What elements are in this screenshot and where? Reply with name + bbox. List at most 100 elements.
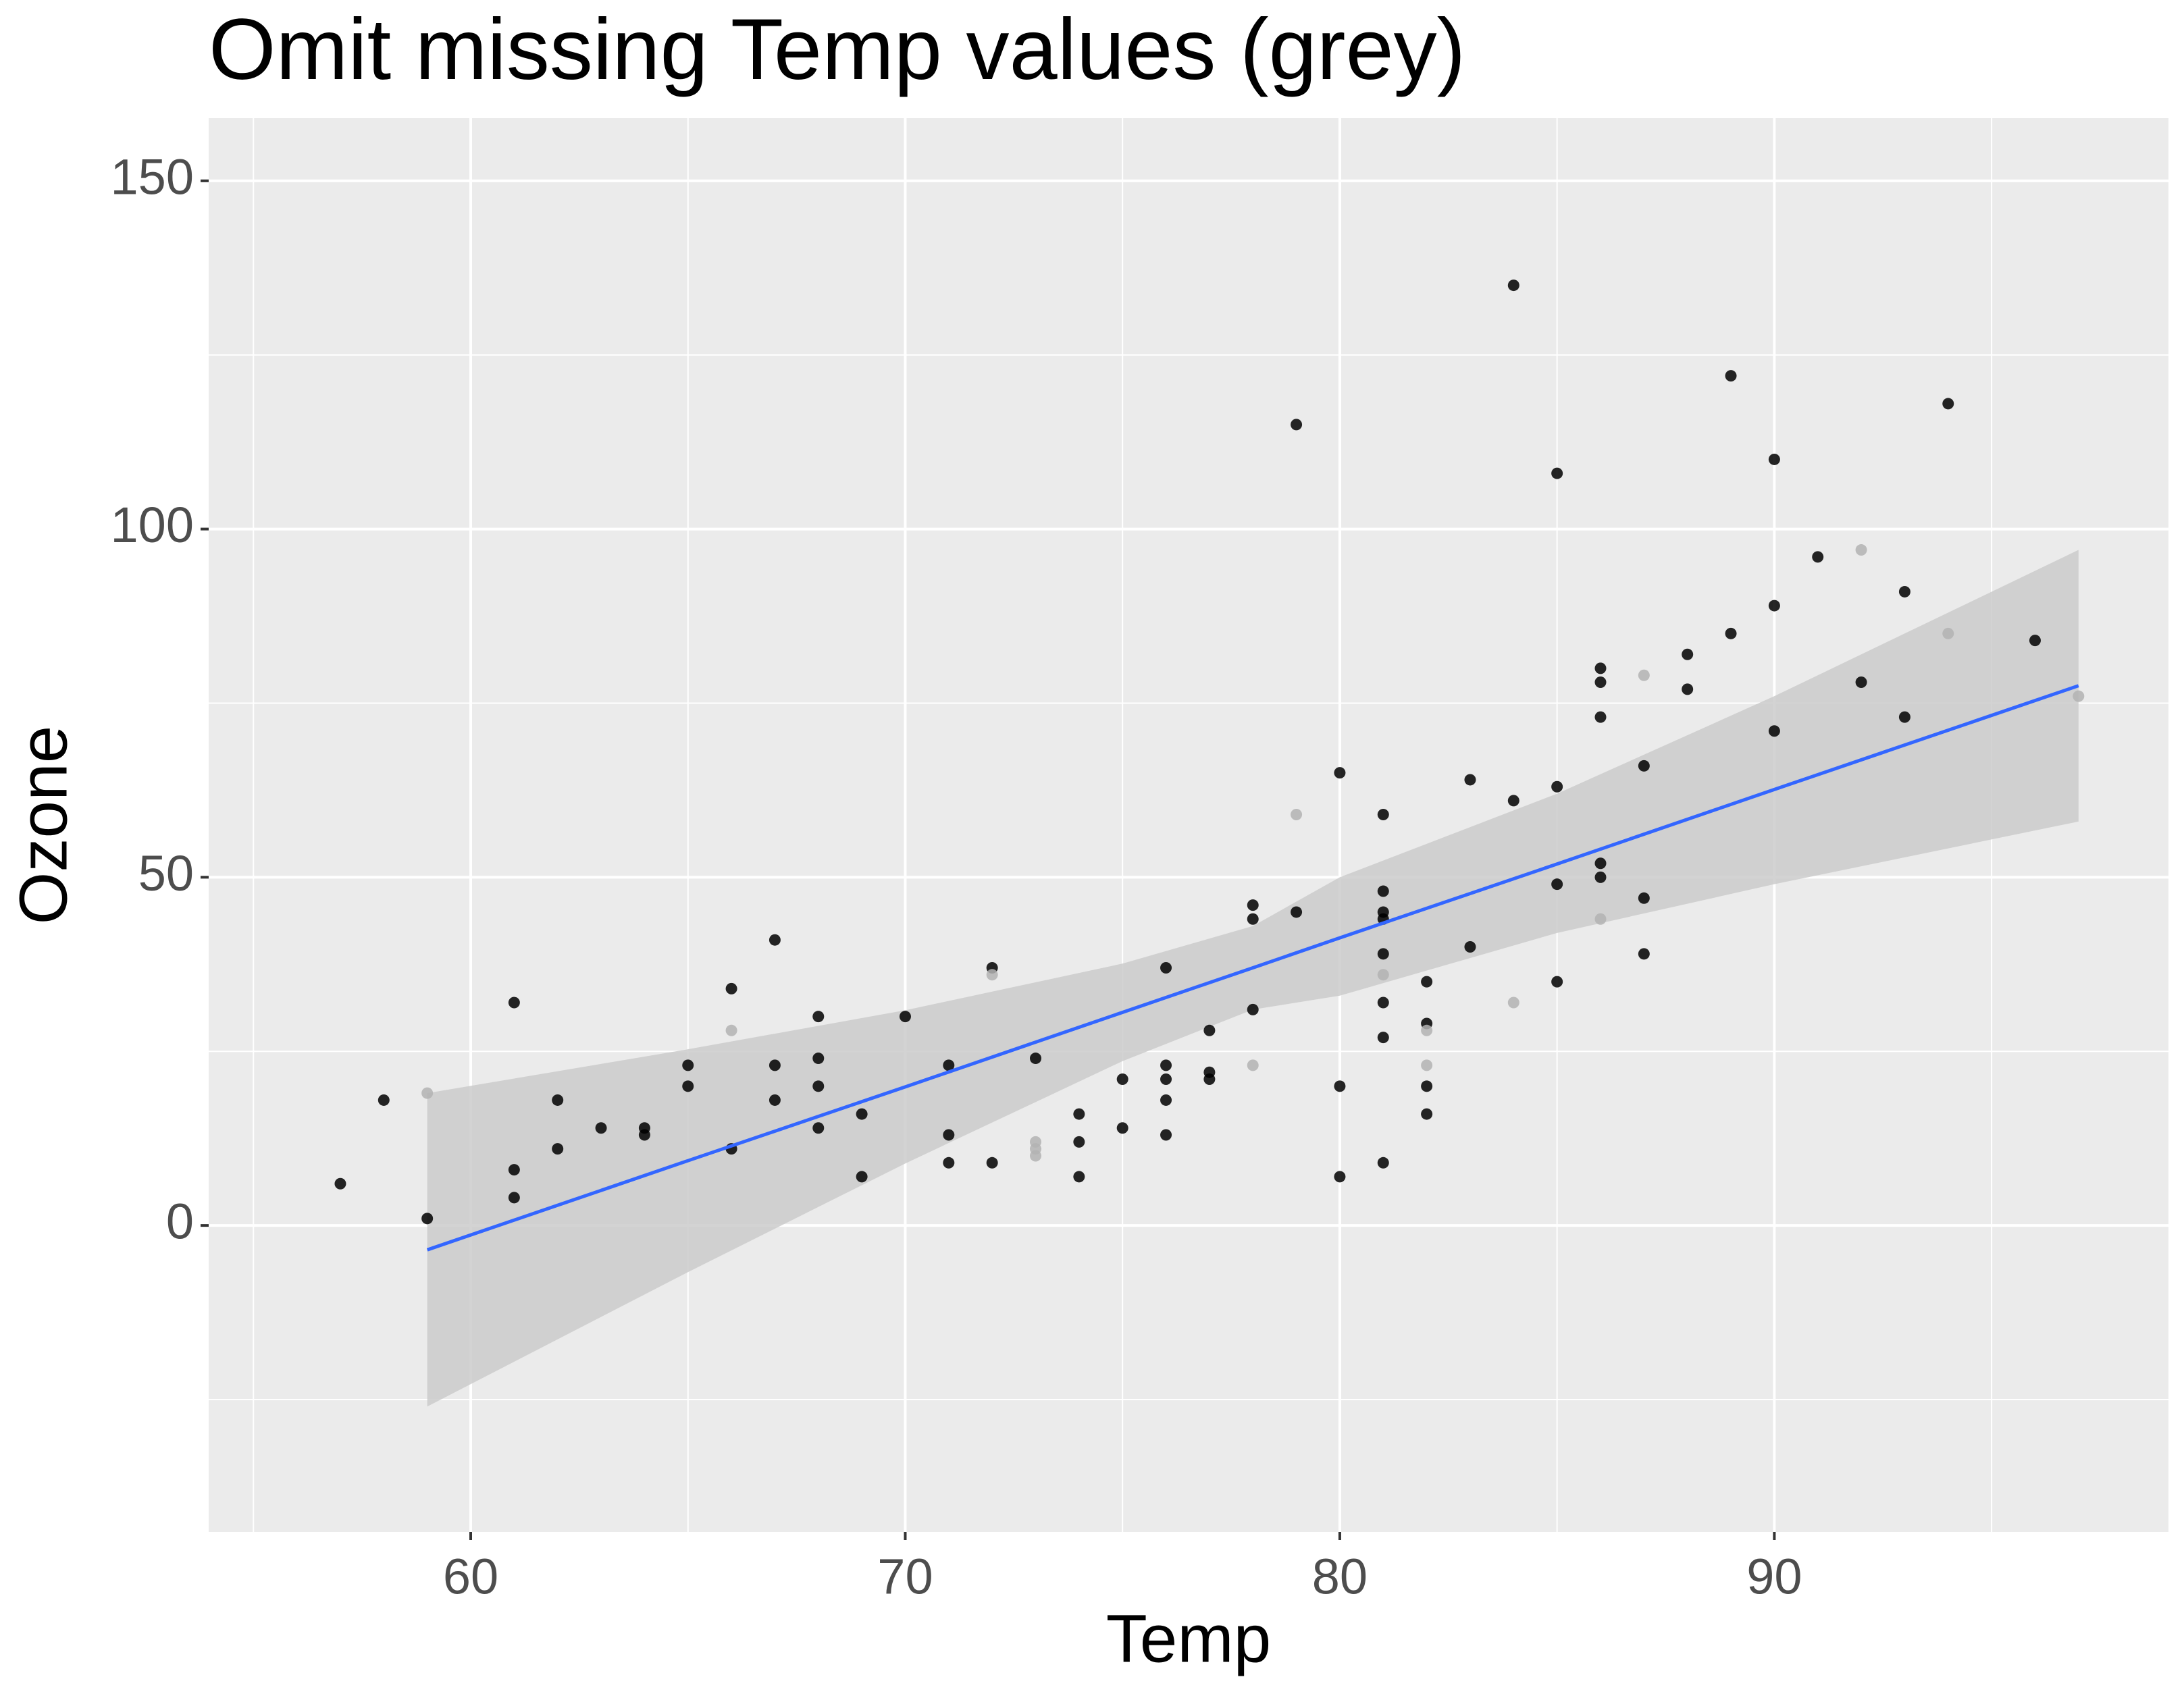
point: [552, 1094, 564, 1106]
point: [1291, 419, 1303, 431]
y-tick-label: 150: [111, 149, 194, 205]
point: [943, 1157, 955, 1169]
point: [1898, 711, 1910, 723]
point: [1551, 976, 1563, 988]
point: [1116, 1122, 1128, 1134]
point: [943, 1129, 955, 1141]
point: [899, 1011, 911, 1023]
point: [508, 997, 520, 1009]
point: [1942, 398, 1954, 410]
point: [508, 1164, 520, 1176]
point: [1247, 1059, 1259, 1071]
point: [1377, 809, 1389, 821]
point: [1421, 1108, 1433, 1120]
point: [1464, 941, 1476, 953]
point: [1160, 1094, 1172, 1106]
point: [812, 1122, 825, 1134]
point: [682, 1059, 694, 1071]
point: [1203, 1073, 1216, 1086]
point: [1247, 899, 1259, 911]
point: [1291, 906, 1303, 918]
point: [1768, 600, 1780, 612]
point: [1421, 1024, 1433, 1036]
point: [1247, 913, 1259, 925]
point: [1377, 997, 1389, 1009]
point: [1638, 892, 1650, 904]
point: [1160, 961, 1172, 974]
point: [1594, 913, 1607, 925]
point: [1334, 1171, 1346, 1183]
confidence-ribbon: [427, 550, 2079, 1407]
point: [725, 1024, 737, 1036]
point: [1594, 662, 1607, 674]
point: [595, 1122, 607, 1134]
point: [812, 1053, 825, 1065]
point: [1725, 627, 1737, 639]
point: [1551, 467, 1563, 479]
point: [1855, 544, 1867, 556]
point: [682, 1080, 694, 1092]
point: [1898, 585, 1910, 597]
point: [812, 1080, 825, 1092]
point: [856, 1171, 868, 1183]
point: [1507, 795, 1519, 807]
point: [421, 1087, 434, 1099]
point: [1377, 1157, 1389, 1169]
point: [1942, 627, 1954, 639]
point: [378, 1094, 390, 1106]
point: [1638, 948, 1650, 960]
point: [1073, 1136, 1085, 1148]
fit-line: [426, 684, 2079, 1252]
point: [769, 1094, 781, 1106]
point: [812, 1011, 825, 1023]
point: [552, 1143, 564, 1155]
point: [421, 1213, 434, 1225]
y-tick-label: 50: [138, 845, 194, 901]
point: [1421, 1059, 1433, 1071]
point: [1160, 1129, 1172, 1141]
point: [1377, 885, 1389, 897]
point: [1682, 683, 1694, 695]
x-tick-label: 60: [443, 1549, 498, 1605]
point: [1725, 370, 1737, 382]
point: [1507, 280, 1519, 292]
point: [1812, 551, 1824, 563]
chart-title: Omit missing Temp values (grey): [209, 1, 1465, 98]
y-axis-title: Ozone: [5, 726, 81, 925]
point: [1768, 725, 1780, 737]
point: [1334, 1080, 1346, 1092]
point: [1247, 1003, 1259, 1015]
point: [986, 1157, 998, 1169]
point: [856, 1108, 868, 1120]
point: [334, 1177, 346, 1190]
y-tick-label: 0: [166, 1194, 194, 1250]
point: [1551, 780, 1563, 793]
point: [1638, 669, 1650, 681]
point: [1682, 648, 1694, 660]
point: [1377, 1032, 1389, 1044]
point: [1160, 1073, 1172, 1086]
point: [1507, 997, 1519, 1009]
point: [1594, 857, 1607, 870]
point: [1594, 676, 1607, 689]
point: [1073, 1171, 1085, 1183]
point: [1594, 871, 1607, 883]
point: [508, 1192, 520, 1204]
x-axis-title: Temp: [1106, 1601, 1272, 1676]
point: [1464, 774, 1476, 786]
point: [1030, 1150, 1042, 1162]
point: [769, 1059, 781, 1071]
point: [1030, 1053, 1042, 1065]
point: [1377, 948, 1389, 960]
x-tick-label: 70: [877, 1549, 933, 1605]
point: [1421, 976, 1433, 988]
point: [1203, 1024, 1216, 1036]
y-tick-label: 100: [111, 497, 194, 553]
point: [1638, 760, 1650, 772]
point: [1768, 453, 1780, 465]
x-tick-label: 90: [1746, 1549, 1802, 1605]
x-tick-label: 80: [1312, 1549, 1368, 1605]
point: [1551, 878, 1563, 891]
